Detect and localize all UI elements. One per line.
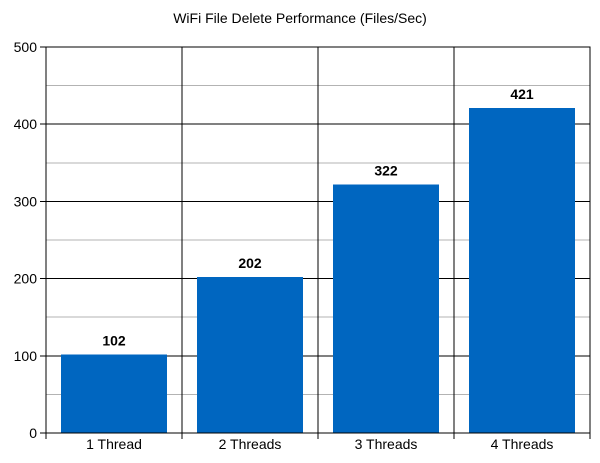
data-label: 202 <box>238 255 262 271</box>
y-tick-label: 200 <box>14 271 38 287</box>
y-tick-label: 0 <box>29 425 37 441</box>
bar <box>333 184 439 433</box>
bar <box>197 277 303 433</box>
y-tick-label: 400 <box>14 116 38 132</box>
bar <box>61 354 167 433</box>
data-label: 102 <box>102 332 126 348</box>
data-labels: 102 202 322 421 <box>102 86 534 348</box>
axis-ticks: 1 Thread 2 Threads 3 Threads 4 Threads 0 100 2… <box>14 39 591 452</box>
y-tick-label: 300 <box>14 193 38 209</box>
x-tick-label: 1 Thread <box>86 436 142 452</box>
x-tick-label: 3 Threads <box>355 436 418 452</box>
chart-title: WiFi File Delete Performance (Files/Sec) <box>173 10 427 26</box>
y-tick-label: 500 <box>14 39 38 55</box>
x-tick-label: 2 Threads <box>219 436 282 452</box>
data-label: 322 <box>374 162 398 178</box>
data-label: 421 <box>510 86 534 102</box>
bar <box>469 107 575 433</box>
y-tick-label: 100 <box>14 348 38 364</box>
x-tick-label: 4 Threads <box>491 436 554 452</box>
bars <box>61 107 575 433</box>
